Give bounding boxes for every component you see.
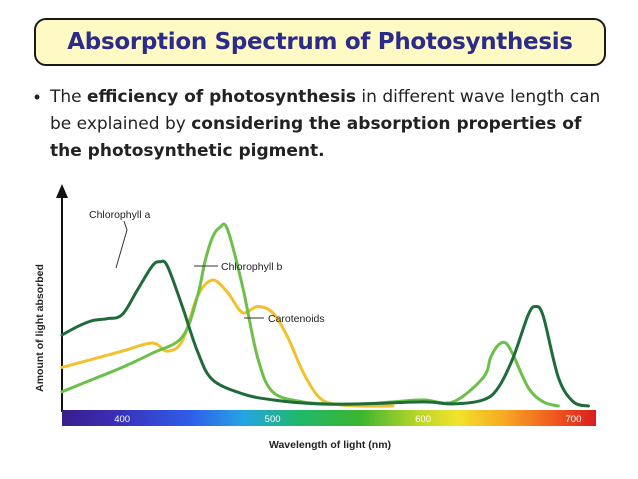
bullet-text-part-2: in different wave length can be explaine…	[50, 87, 601, 134]
label-carotenoids: Carotenoids	[268, 313, 325, 325]
series-line-carotenoids	[60, 278, 395, 408]
x-tick-labels: 400 500 600 700	[114, 414, 581, 425]
bullet-point: • The efficiency of photosynthesis in di…	[24, 84, 624, 165]
x-tick-label-600: 600	[415, 414, 431, 425]
spectrum-bar	[62, 410, 596, 426]
label-chlorophyll-a: Chlorophyll a	[89, 209, 150, 221]
bullet-text: The efficiency of photosynthesis in diff…	[50, 84, 610, 165]
label-chlorophyll-b: Chlorophyll b	[221, 261, 282, 273]
series-lines	[60, 222, 590, 408]
leader-chlorophyll-a	[115, 220, 128, 269]
bullet-text-part-1: The	[50, 87, 88, 107]
title-box: Absorption Spectrum of Photosynthesis	[34, 18, 606, 66]
x-tick-label-500: 500	[265, 414, 281, 425]
slide-title: Absorption Spectrum of Photosynthesis	[67, 29, 573, 55]
y-axis-arrow-icon	[56, 184, 68, 198]
y-axis-label: Amount of light absorbed	[34, 264, 46, 392]
x-tick-label-400: 400	[114, 414, 130, 425]
bullet-bold-efficiency: efficiency of photosynthesis	[87, 87, 357, 107]
bullet-bold-absorption: considering the absorption properties of…	[50, 114, 582, 161]
series-line-chlorophyll-a	[60, 259, 590, 408]
bullet-dot-icon: •	[33, 87, 41, 107]
x-tick-label-700: 700	[566, 414, 582, 425]
x-axis-label: Wavelength of light (nm)	[269, 439, 391, 451]
